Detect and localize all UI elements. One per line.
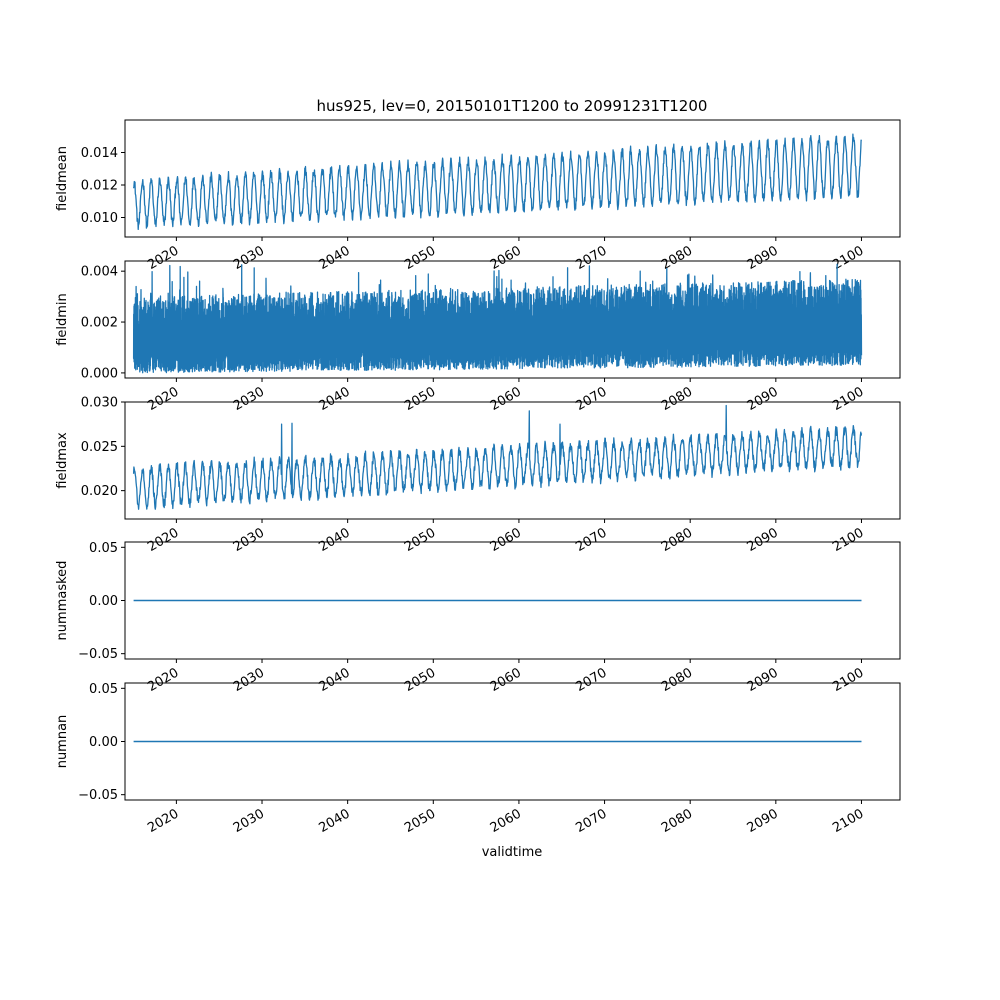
y-tick-label: 0.020 xyxy=(81,484,118,499)
y-tick-label: −0.05 xyxy=(78,647,118,662)
axes-frame xyxy=(124,260,901,379)
y-axis-label: fieldmax xyxy=(55,432,70,489)
x-axis-label: validtime xyxy=(482,845,543,860)
series-line-fieldmin xyxy=(132,263,863,374)
y-tick-label: 0.012 xyxy=(81,179,118,194)
chart-title: hus925, lev=0, 20150101T1200 to 20991231… xyxy=(317,97,708,115)
y-tick-label: −0.05 xyxy=(78,788,118,803)
y-tick-label: 0.004 xyxy=(81,265,118,280)
y-tick-label: 0.014 xyxy=(81,146,118,161)
y-tick-label: 0.030 xyxy=(81,396,118,411)
axes-frame xyxy=(124,401,901,520)
series-line-fieldmax xyxy=(132,404,863,510)
y-tick-label: 0.05 xyxy=(89,541,118,556)
axes-frame xyxy=(124,119,901,238)
y-tick-label: 0.00 xyxy=(89,594,118,609)
y-axis-label: fieldmean xyxy=(55,146,70,211)
y-tick-label: 0.025 xyxy=(81,440,118,455)
y-tick-label: 0.002 xyxy=(81,316,118,331)
y-axis-label: nummasked xyxy=(55,561,70,641)
y-tick-label: 0.05 xyxy=(89,682,118,697)
y-axis-label: fieldmin xyxy=(55,293,70,346)
y-tick-label: 0.010 xyxy=(81,211,118,226)
y-tick-label: 0.000 xyxy=(81,366,118,381)
series-line-fieldmean xyxy=(132,133,863,231)
y-tick-label: 0.00 xyxy=(89,735,118,750)
y-axis-label: numnan xyxy=(55,715,70,769)
